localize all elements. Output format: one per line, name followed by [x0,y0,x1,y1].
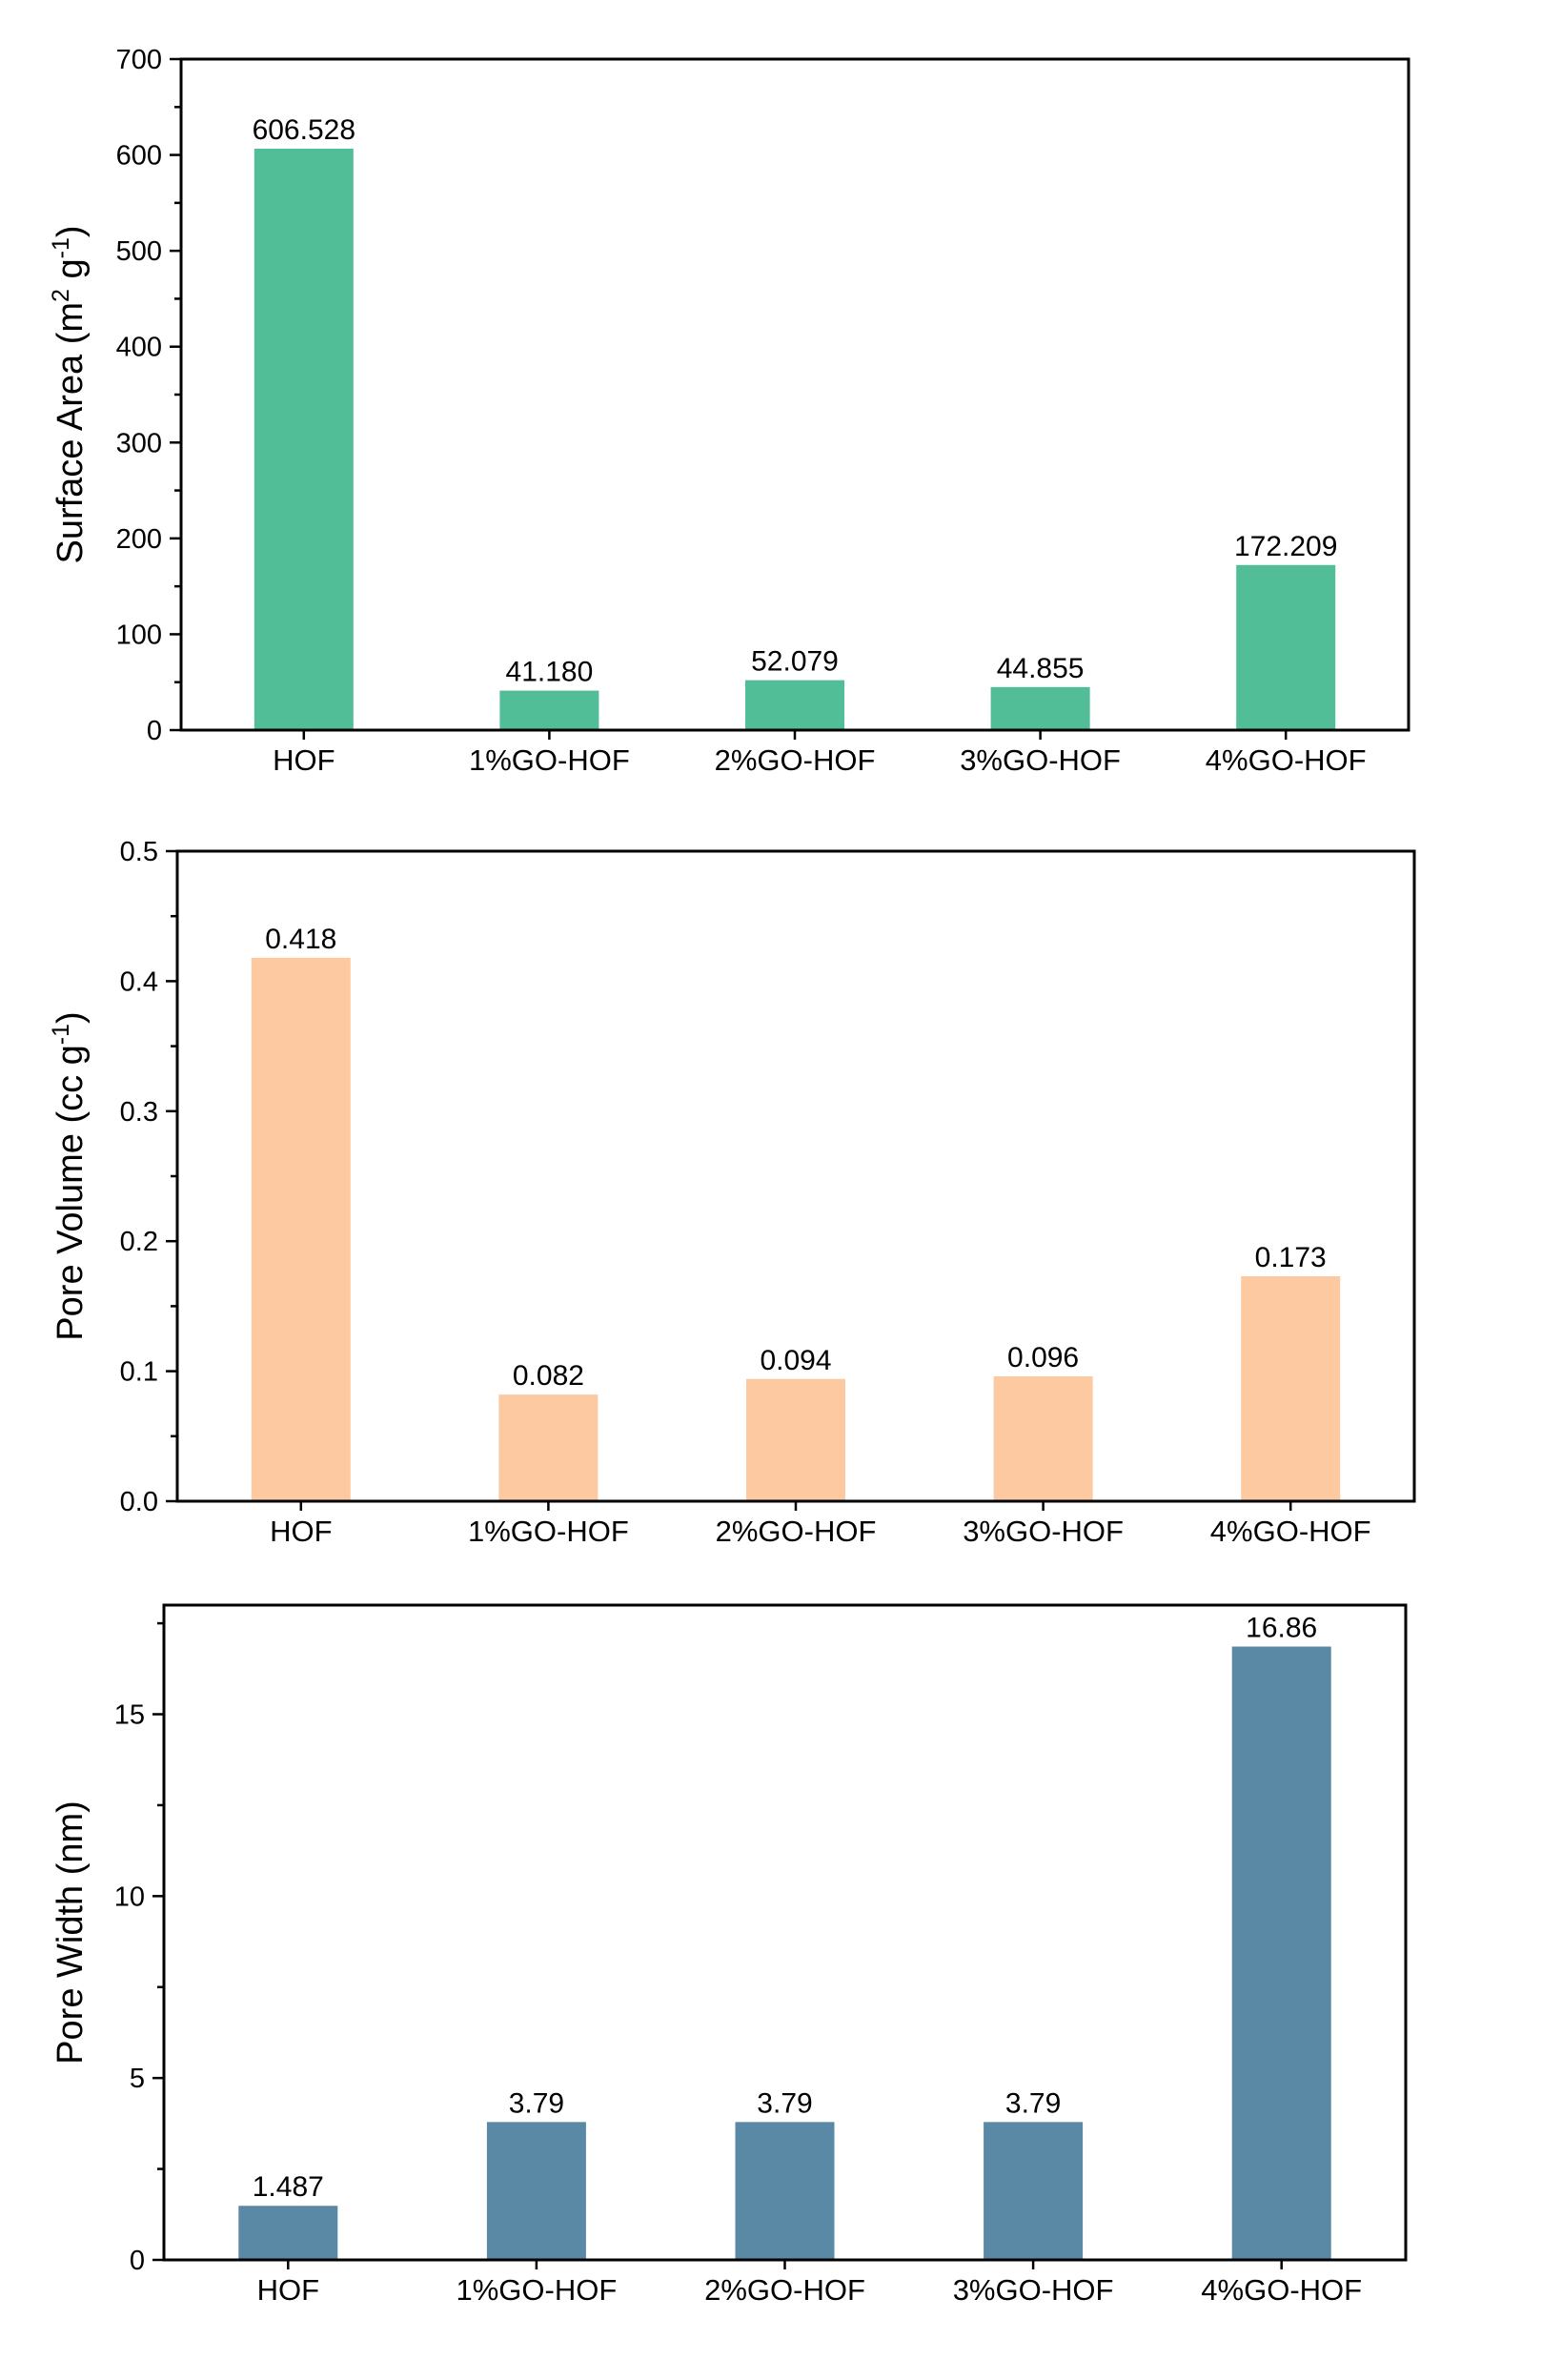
value-label: 0.082 [513,1360,584,1392]
bars [254,149,1336,740]
bar [498,1394,599,1501]
category-label: 1%GO-HOF [457,2273,618,2307]
value-label: 0.096 [1007,1342,1079,1373]
bar [254,149,354,731]
category-label: HOF [273,743,335,777]
pore-width-chart: 0 5 10 15 1.487 HOF 3.79 1%GO-HOF 3.79 2%GO-HOF 3… [51,1603,1408,2307]
y-tick-label: 0.3 [120,1097,158,1128]
category-label: 1%GO-HOF [468,1515,629,1548]
value-label: 0.094 [760,1345,831,1376]
value-label: 3.79 [1005,2087,1061,2119]
y-tick-label: 700 [116,45,162,75]
bar [499,690,599,730]
value-label: 41.180 [506,657,594,688]
category-label: 4%GO-HOF [1210,1515,1371,1548]
y-tick-label: 100 [116,620,162,650]
value-label: 3.79 [757,2087,812,2119]
pore-volume-chart: 0.0 0.1 0.2 0.3 0.4 0.5 0.418 HOF 0.082 1%GO-HOF… [48,837,1416,1548]
category-label: 4%GO-HOF [1201,2273,1362,2307]
y-title-superscript: -1 [48,237,74,258]
bar [251,957,351,1501]
y-tick-label: 10 [114,1882,145,1912]
y-tick-label: 5 [130,2064,145,2094]
y-ticks: 0 100 200 300 400 500 600 700 [116,45,181,746]
value-label: 606.528 [253,114,355,146]
bar [984,2122,1084,2260]
value-label: 1.487 [253,2171,324,2203]
y-tick-label: 0.0 [120,1487,158,1517]
category-label: 2%GO-HOF [716,1515,877,1548]
bar [993,1376,1093,1501]
bar [1231,1646,1331,2260]
y-tick-label: 0.2 [120,1227,158,1257]
bar [238,2206,338,2260]
value-label: 0.418 [265,924,336,955]
plot-frame [162,1603,1408,2262]
bar [990,686,1090,730]
category-label: 3%GO-HOF [960,743,1121,777]
y-title-superscript: -1 [48,1024,74,1045]
value-label: 0.173 [1255,1242,1327,1273]
y-axis-title: Pore Volume (cc g-1) [48,1011,91,1340]
y-tick-label: 200 [116,524,162,555]
y-tick-label: 500 [116,236,162,267]
plot-frame [179,57,1410,732]
y-title-text: Pore Width (nm) [51,1800,91,2065]
surface-area-chart: 0 100 200 300 400 500 600 700 606.528 HOF 41.180 1… [48,45,1410,777]
category-label: 4%GO-HOF [1206,743,1367,777]
labels: 606.528 HOF 41.180 1%GO-HOF 52.079 2%GO-HOF 44… [253,114,1367,777]
value-label: 44.855 [997,653,1085,684]
y-title-text: ) [51,225,91,237]
y-tick-label: 0 [147,716,162,746]
y-axis-title: Pore Width (nm) [51,1800,91,2065]
y-tick-label: 15 [114,1700,145,1731]
y-title-superscript: 2 [48,289,74,302]
y-tick-label: 300 [116,428,162,458]
category-label: 2%GO-HOF [704,2273,865,2307]
value-label: 3.79 [509,2087,564,2119]
value-label: 52.079 [751,646,839,678]
y-title-text: Surface Area (m [51,302,91,564]
y-tick-label: 0.1 [120,1357,158,1388]
category-label: HOF [257,2273,319,2307]
y-axis-title: Surface Area (m2 g-1) [48,225,91,563]
y-tick-label: 0.5 [120,837,158,867]
bar [1241,1276,1341,1501]
category-label: HOF [270,1515,332,1548]
category-label: 2%GO-HOF [715,743,876,777]
category-label: 1%GO-HOF [469,743,630,777]
y-ticks: 0.0 0.1 0.2 0.3 0.4 0.5 [120,837,177,1517]
y-title-text: Pore Volume (cc g [51,1045,91,1340]
bar [745,680,844,730]
bar [1236,564,1336,730]
y-title-text: g [51,258,91,289]
bar [735,2122,835,2260]
bar [746,1378,845,1501]
y-tick-label: 0 [130,2246,145,2276]
y-tick-label: 600 [116,141,162,172]
plot-frame [175,849,1416,1503]
y-tick-label: 400 [116,333,162,363]
category-label: 3%GO-HOF [953,2273,1114,2307]
value-label: 172.209 [1234,531,1337,562]
value-label: 16.86 [1246,1613,1317,1644]
bar [486,2122,586,2260]
y-tick-label: 0.4 [120,966,158,997]
category-label: 3%GO-HOF [963,1515,1124,1548]
bars [251,957,1341,1511]
labels: 0.418 HOF 0.082 1%GO-HOF 0.094 2%GO-HOF 0.096 3… [265,924,1370,1548]
labels: 1.487 HOF 3.79 1%GO-HOF 3.79 2%GO-HOF 3.79 3%GO… [253,1613,1362,2307]
y-title-text: ) [51,1011,91,1024]
bars [238,1646,1331,2269]
